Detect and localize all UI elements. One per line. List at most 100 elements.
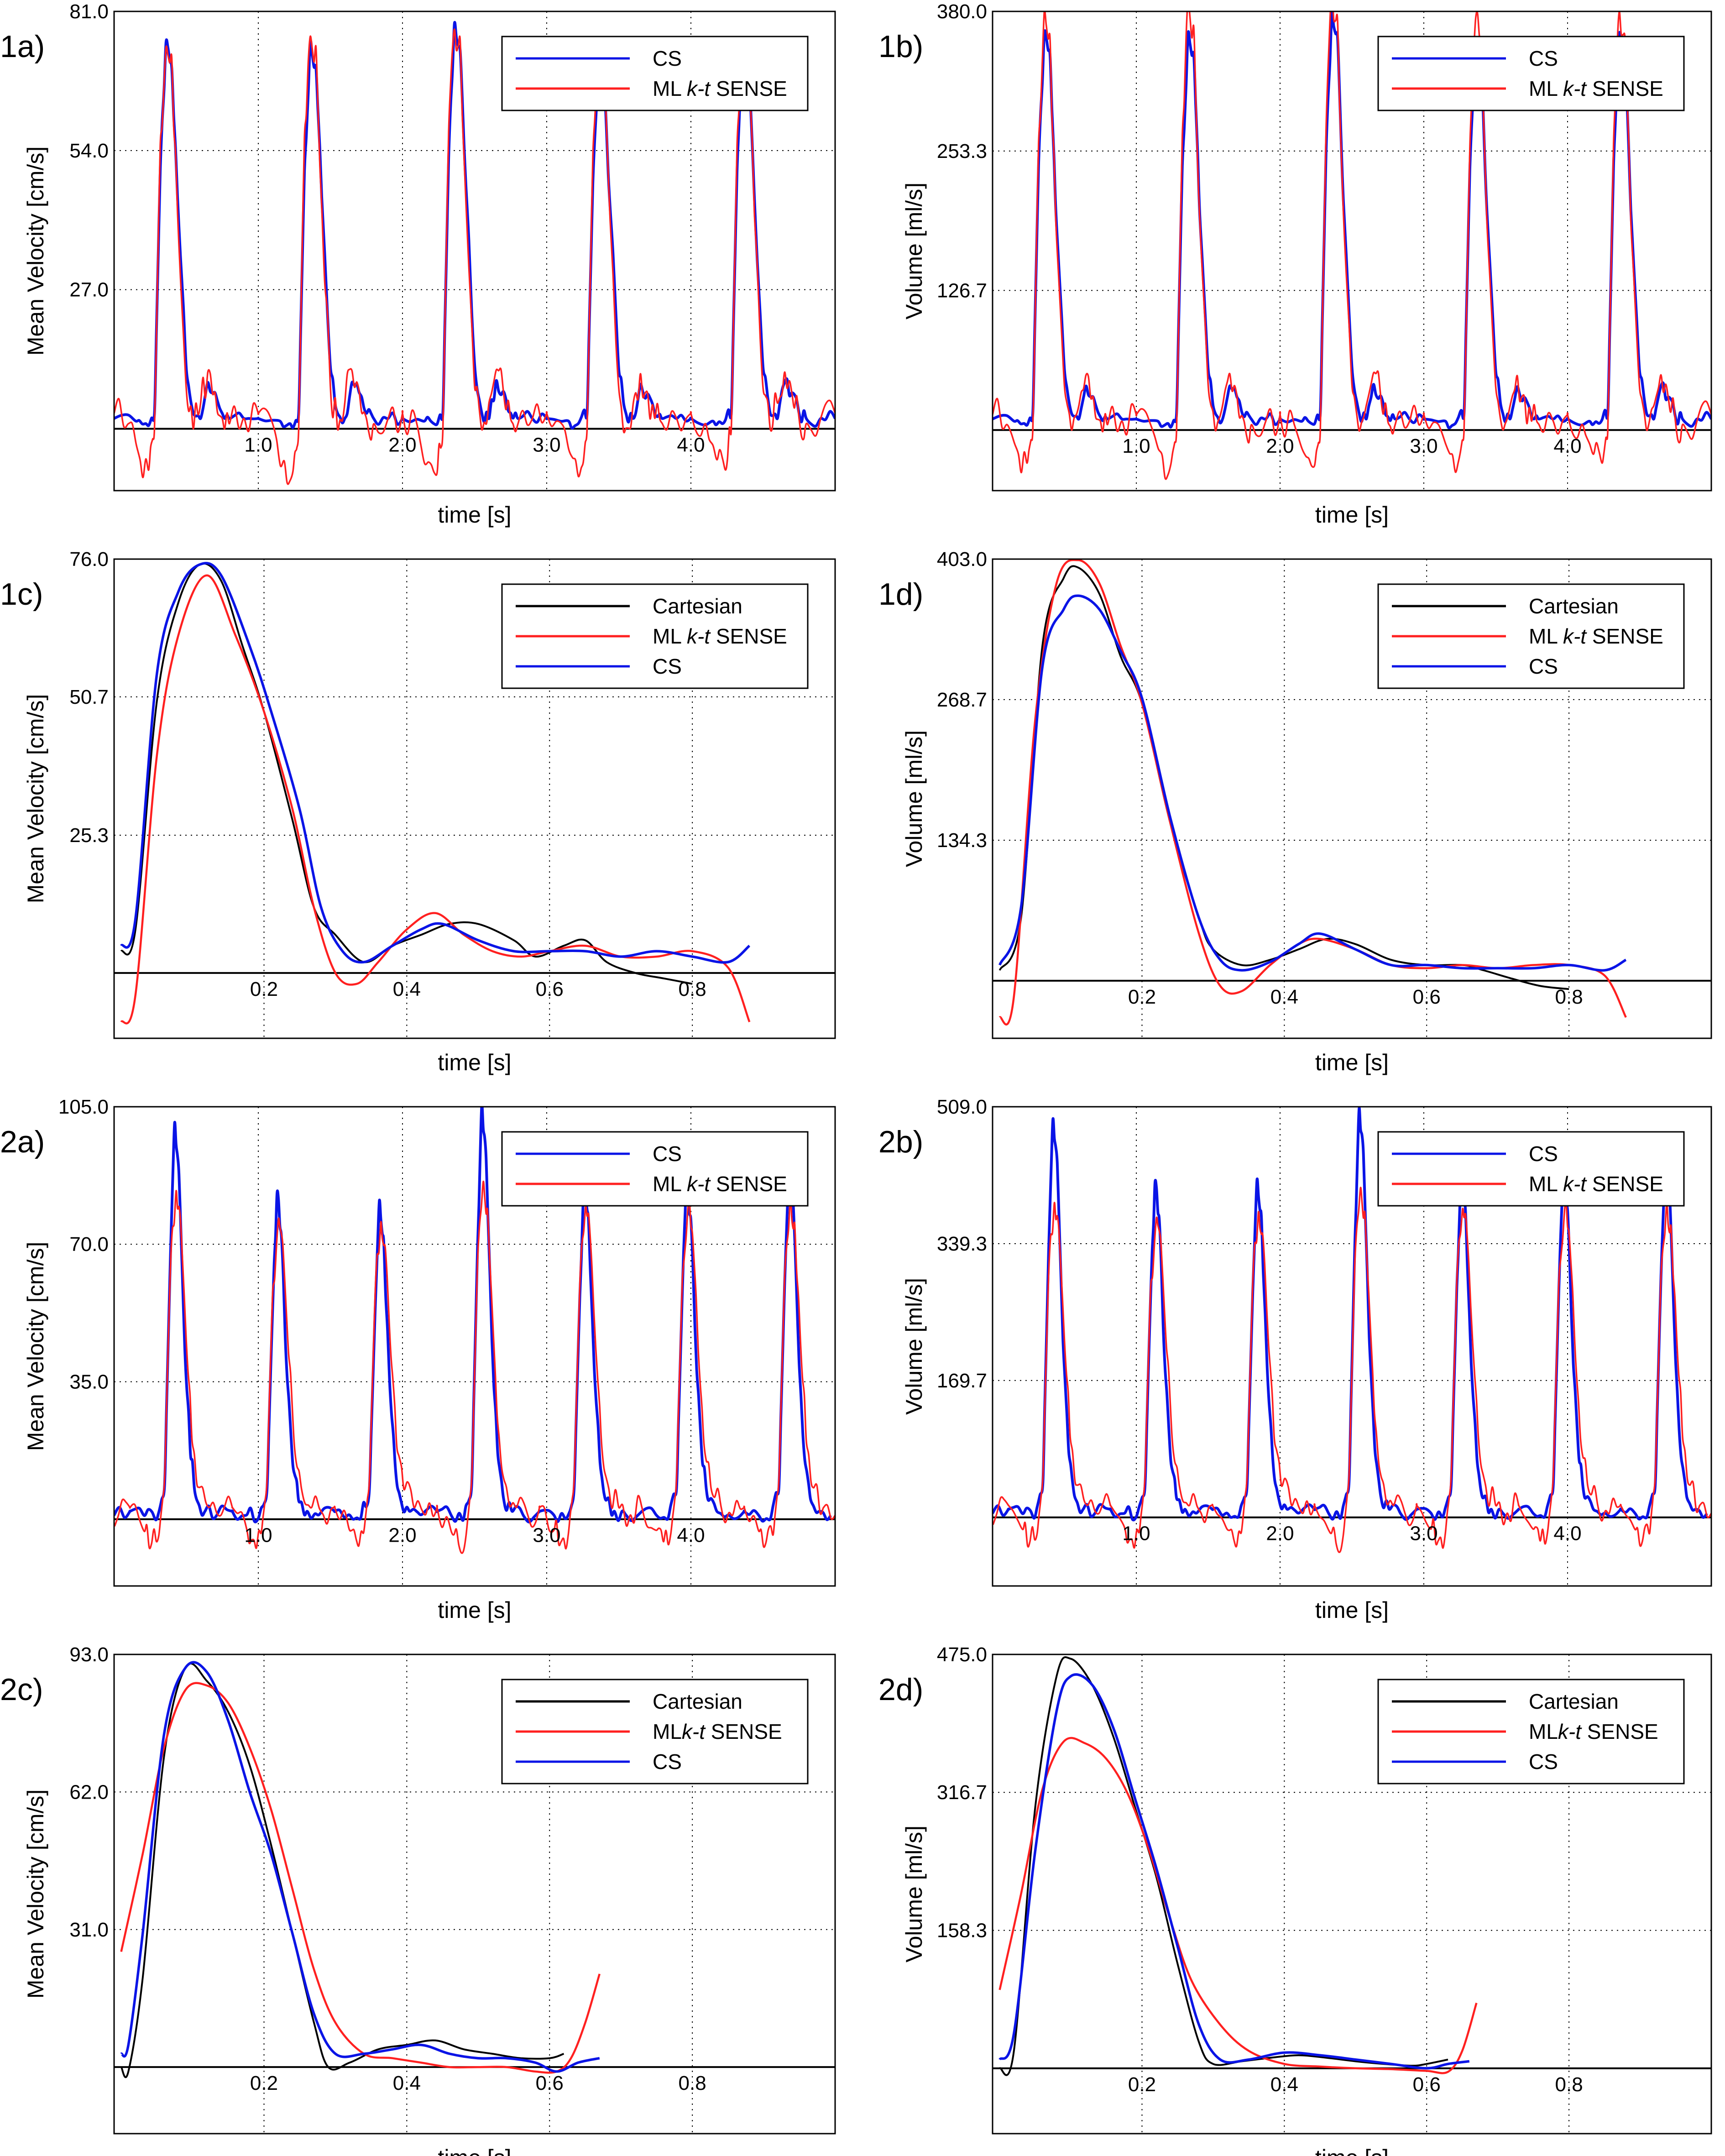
x-tick-label: 2.0 [1266,1523,1294,1545]
series-line-cs [114,21,835,430]
y-tick-label: 509.0 [937,1096,987,1118]
series-line-cartesian [120,562,693,985]
x-tick-label: 0.4 [1270,2073,1298,2096]
legend-label: CS [1529,1750,1558,1774]
panel-label: 2b) [878,1125,923,1159]
y-tick-label: 62.0 [69,1781,109,1803]
series-group [998,559,1627,1026]
series-line-cartesian [120,1663,565,2078]
series-line-ml-k-t-sense [993,11,1711,480]
series-line-ml-k-t-sense [114,1181,835,1554]
y-tick-label: 134.3 [937,829,987,852]
x-axis-label: time [s] [1315,502,1389,528]
panel-label: 1b) [878,29,923,64]
x-tick-label: 1.0 [244,434,272,456]
panel-label: 1a) [0,29,45,64]
legend-label: ML k-t SENSE [1529,624,1663,648]
x-tick-label: 2.0 [1266,435,1294,457]
series-group [993,1107,1711,1553]
y-tick-label: 31.0 [69,1919,109,1941]
series-line-cartesian [999,1656,1448,2076]
chart-panel-2d: 0.2 0.4 0.6 0.8 158.3 316.7 475.0 time [s] Volum… [878,1643,1712,2156]
legend-label: CS [653,654,682,678]
x-tick-label: 0.2 [250,978,278,1000]
x-axis-label: time [s] [438,502,511,528]
x-tick-label: 1.0 [1122,435,1150,457]
series-line-cs [998,1673,1470,2070]
panel-label: 2c) [0,1672,43,1707]
legend-label: MLk-t SENSE [653,1720,782,1743]
legend-label: Cartesian [1529,1690,1619,1713]
y-tick-label: 27.0 [69,279,109,301]
series-line-cs [993,1107,1708,1522]
legend-label: ML k-t SENSE [653,624,787,648]
legend-box [1377,1131,1685,1207]
x-tick-label: 0.6 [536,978,564,1000]
legend-label: ML k-t SENSE [1529,77,1663,100]
y-tick-label: 169.7 [937,1370,987,1392]
legend-box [501,36,809,111]
y-tick-label: 70.0 [69,1233,109,1256]
y-axis-label: Mean Velocity [cm/s] [23,1242,48,1451]
legend-label: MLk-t SENSE [1529,1720,1658,1743]
x-tick-label: 0.4 [393,978,421,1000]
x-tick-label: 4.0 [677,1524,705,1547]
x-axis-label: time [s] [438,1050,511,1075]
series-line-ml-k-t-sense [993,1187,1711,1553]
panel-label: 1c) [0,577,43,612]
legend-label: ML k-t SENSE [653,1172,787,1196]
x-tick-label: 0.2 [1128,986,1156,1008]
chart-panel-1a: 1.0 2.0 3.0 4.0 27.0 54.0 81.0 time [s] Mean Vel… [0,0,836,528]
x-tick-label: 0.8 [679,978,706,1000]
legend-label: CS [1529,1142,1558,1166]
y-tick-label: 316.7 [937,1781,987,1804]
y-tick-label: 35.0 [69,1371,109,1393]
legend-label: CS [1529,654,1558,678]
y-axis-label: Volume [ml/s] [901,1826,927,1962]
legend-label: CS [1529,47,1558,70]
y-tick-label: 339.3 [937,1233,987,1255]
plot-frame [992,1654,1712,2135]
series-group [998,1656,1478,2076]
x-tick-label: 0.8 [1555,986,1583,1008]
y-tick-label: 380.0 [937,0,987,23]
legend-label: Cartesian [653,1690,742,1713]
x-tick-label: 4.0 [1553,435,1581,457]
legend-label: CS [653,47,682,70]
y-tick-label: 475.0 [937,1643,987,1666]
x-tick-label: 0.8 [679,2072,706,2094]
chart-panel-2b: 1.0 2.0 3.0 4.0 169.7 339.3 509.0 time [s] Volum… [878,1096,1712,1623]
x-tick-label: 2.0 [388,1524,416,1547]
chart-panel-2a: 1.0 2.0 3.0 4.0 35.0 70.0 105.0 time [s] Mean Ve… [0,1096,836,1623]
plot-frame [992,1106,1712,1587]
y-axis-label: Mean Velocity [cm/s] [23,147,48,356]
series-line-cs [120,562,751,964]
x-tick-label: 3.0 [533,434,560,456]
y-axis-label: Volume [ml/s] [901,730,927,867]
x-tick-label: 3.0 [1410,1523,1438,1545]
y-tick-label: 105.0 [58,1096,109,1118]
series-line-cs [114,1107,832,1523]
panel-label: 2d) [878,1672,923,1707]
x-axis-label: time [s] [438,1597,511,1623]
x-tick-label: 0.2 [250,2072,278,2094]
series-line-ml-k-t-sense [120,574,751,1025]
y-tick-label: 81.0 [69,0,109,23]
y-tick-label: 93.0 [69,1643,109,1666]
x-tick-label: 2.0 [388,434,416,456]
x-tick-label: 0.6 [1413,986,1441,1008]
plot-frame [113,558,836,1039]
y-tick-label: 54.0 [69,140,109,162]
y-tick-label: 50.7 [69,686,109,708]
y-tick-label: 403.0 [937,548,987,570]
series-group [120,562,751,1025]
y-tick-label: 268.7 [937,689,987,711]
x-tick-label: 0.4 [393,2072,421,2094]
plot-frame [992,558,1712,1039]
series-group [120,1661,601,2078]
panel-label: 1d) [878,577,923,612]
y-tick-label: 76.0 [69,548,109,570]
y-axis-label: Mean Velocity [cm/s] [23,694,48,904]
series-line-ml-k-t-sense [120,1682,601,2074]
